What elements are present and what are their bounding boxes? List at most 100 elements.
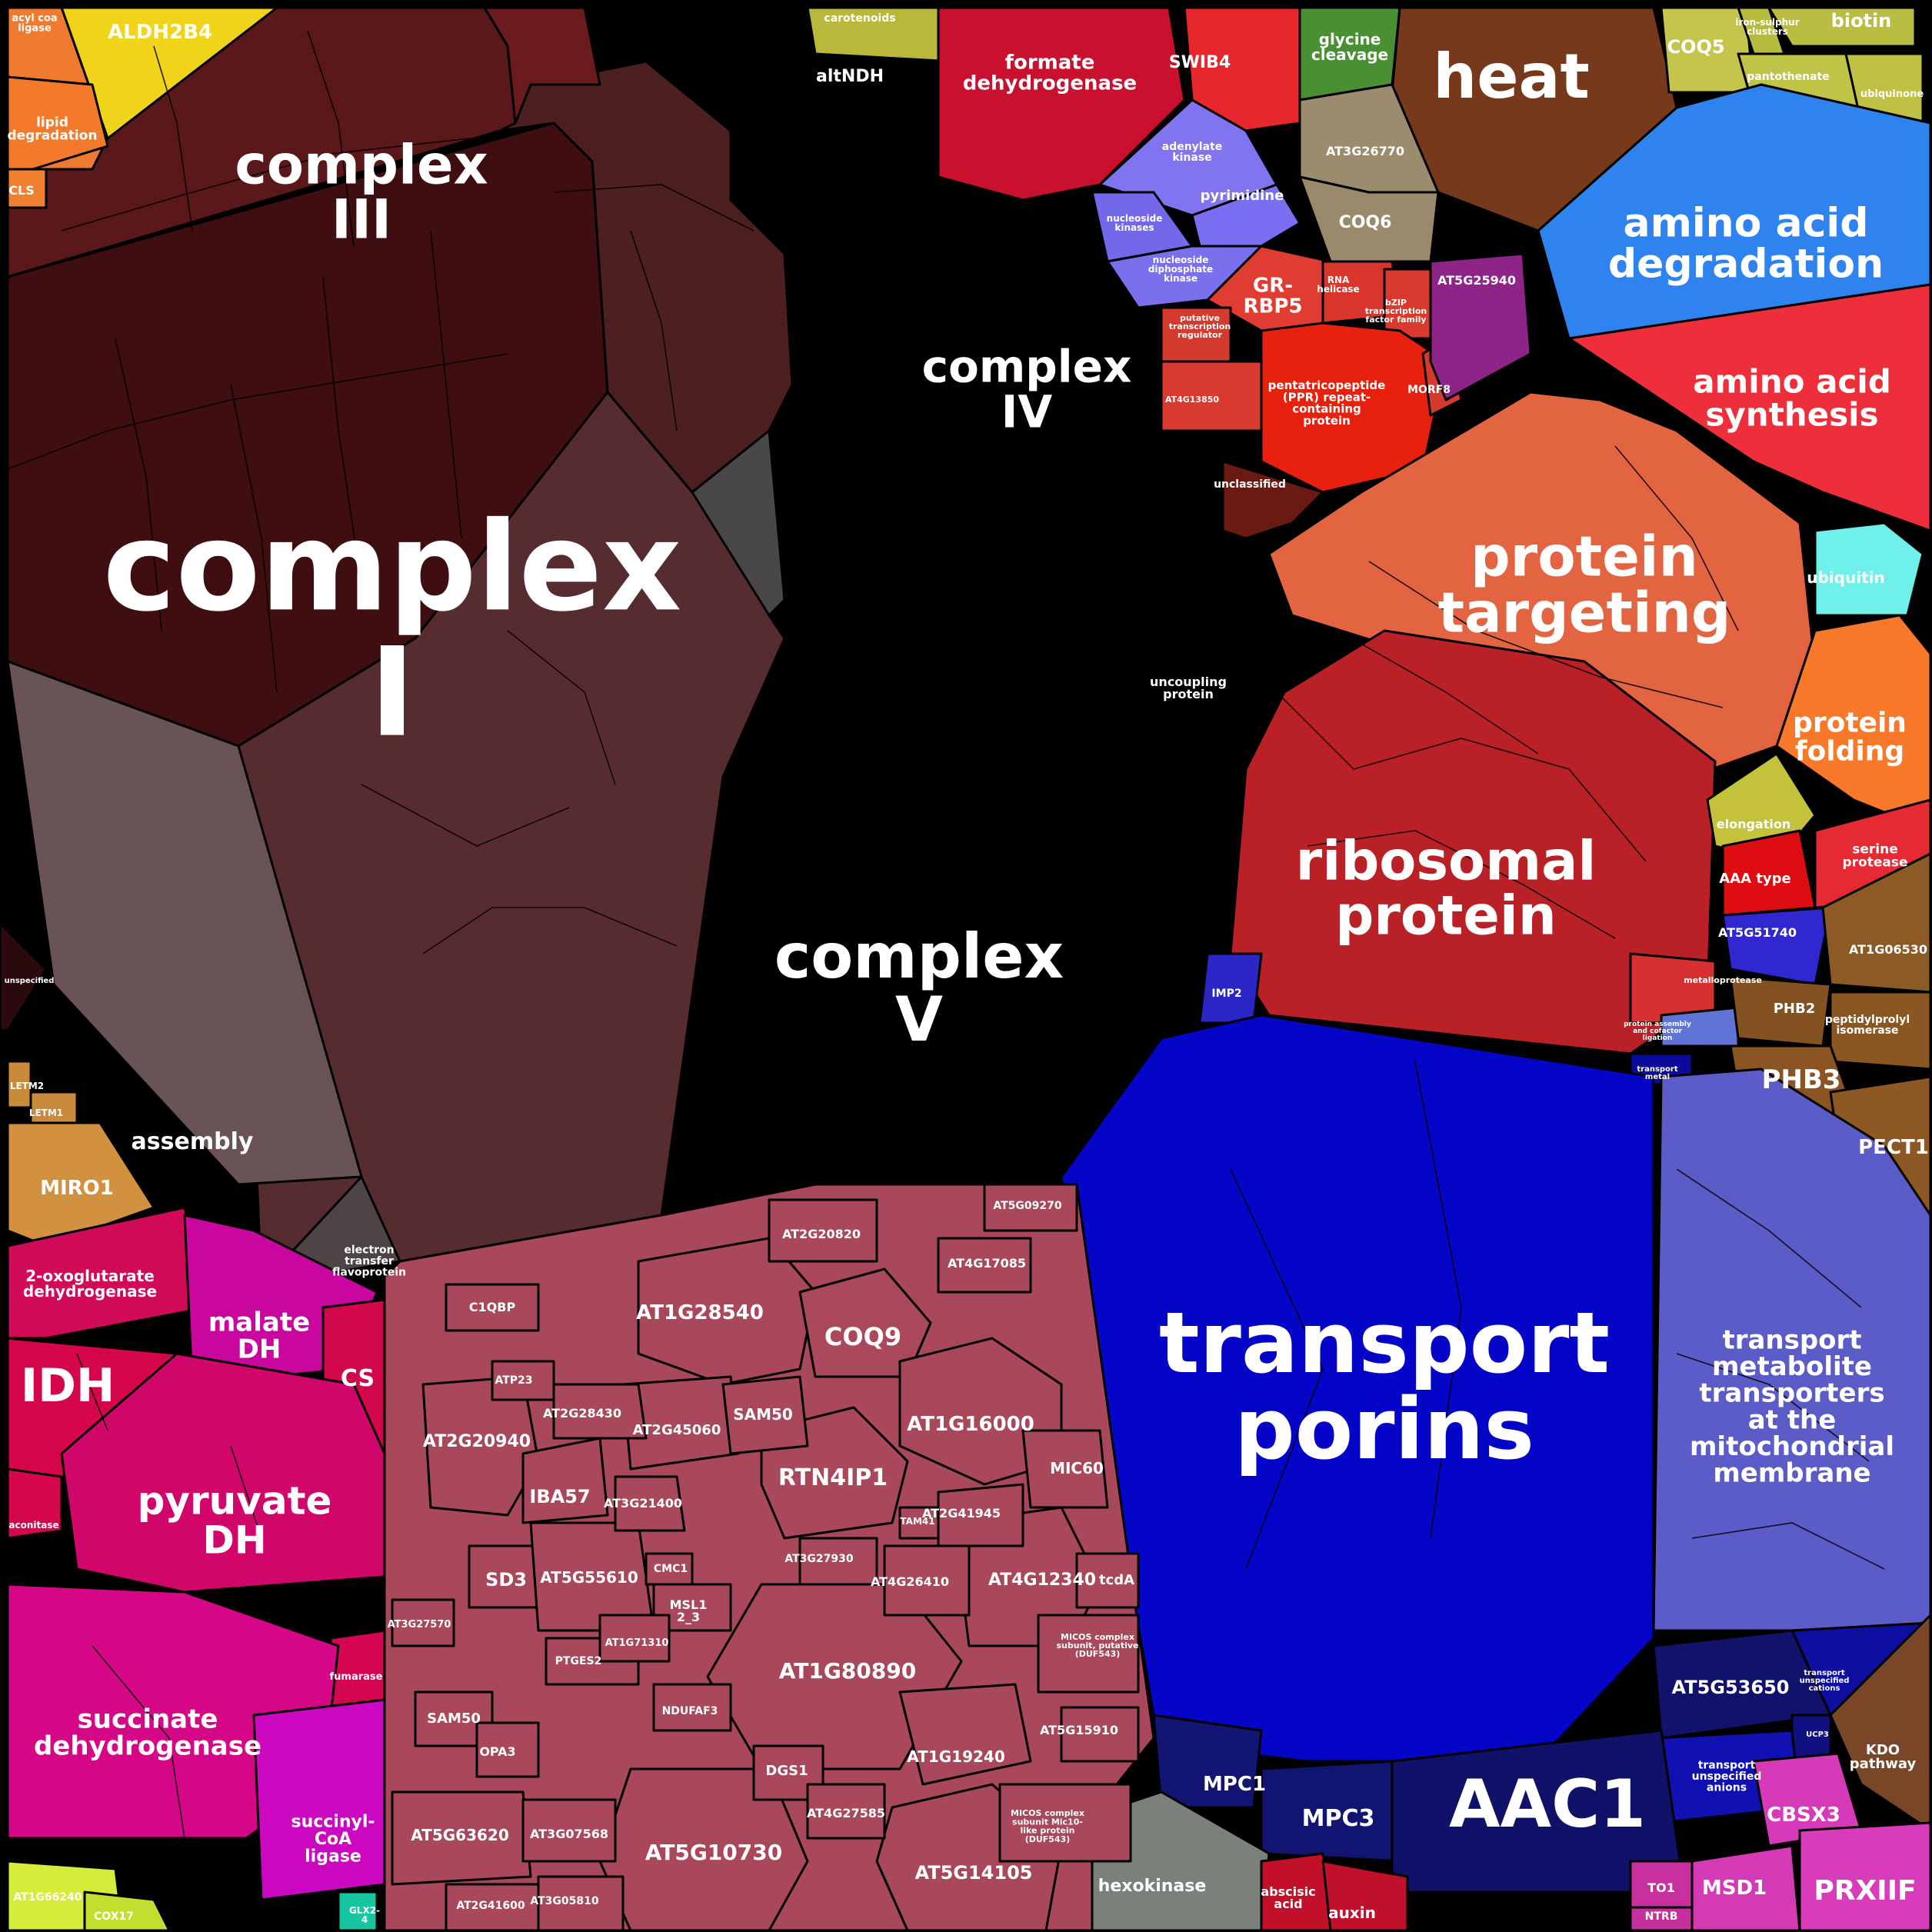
lipid-degradation-label-line: lipid <box>36 115 68 130</box>
at5g51740-label-line: AT5G51740 <box>1718 925 1797 940</box>
putative-transcription-regulator-label-line: transcription <box>1169 321 1231 331</box>
tcda-label: tcdA <box>1099 1572 1134 1588</box>
at5g15910-label: AT5G15910 <box>1040 1723 1118 1737</box>
at2g20940-label-line: AT2G20940 <box>423 1432 531 1451</box>
c1qbp-label: C1QBP <box>469 1300 516 1314</box>
biotin-label: biotin <box>1831 10 1892 32</box>
at5g63620-cell <box>391 1790 532 1886</box>
ubiquitin-label: ubiquitin <box>1807 568 1884 587</box>
to1-label-line: TO1 <box>1647 1880 1675 1895</box>
subdivision-line <box>61 138 470 232</box>
at3g27570-label: AT3G27570 <box>388 1619 451 1631</box>
subdivision-line <box>361 784 570 847</box>
acyl-coa-ligase-label-line: ligase <box>18 22 52 34</box>
at2g20940-label: AT2G20940 <box>423 1432 531 1451</box>
rna-helicase-label-line: helicase <box>1317 284 1359 295</box>
at2g41600-label: AT2G41600 <box>456 1900 525 1912</box>
sam50b-label: SAM50 <box>427 1710 481 1727</box>
glycine-cleavage-label-line: glycine <box>1319 29 1381 48</box>
subdivision-line <box>430 230 462 539</box>
ubiquinone-label: ubiquinone <box>1860 88 1924 100</box>
assembly-label-line: assembly <box>132 1128 254 1155</box>
at3g07568-cell <box>521 1798 617 1863</box>
micos-putative-label-line: (DUF543) <box>1075 1649 1121 1659</box>
subdivision-line <box>322 276 362 585</box>
transport-metabolite-transporters-label-line: transporters <box>1699 1377 1884 1408</box>
micos-like-label-line: (DUF543) <box>1025 1834 1071 1844</box>
sd3-label-line: SD3 <box>485 1569 527 1591</box>
2-oxoglutarate-dehydrogenase-label-line: dehydrogenase <box>23 1282 157 1301</box>
at1g16000-label: AT1G16000 <box>907 1413 1034 1436</box>
ucp3-label-line: UCP3 <box>1806 1730 1829 1739</box>
peptidylprolyl-isomerase-label: peptidylprolyl isomerase <box>1825 1014 1910 1037</box>
morf8-label: MORF8 <box>1407 384 1451 396</box>
transport-metabolite-transporters-label-line: mitochondrial <box>1690 1431 1894 1462</box>
transport-unspecified-anions-label-line: unspecified <box>1692 1770 1762 1783</box>
protein-folding-label-line: folding <box>1795 735 1904 767</box>
succinyl-coa-ligase-label-line: CoA <box>315 1830 351 1849</box>
at2g20820-cell <box>768 1198 878 1263</box>
hexokinase-label-line: hexokinase <box>1098 1877 1207 1896</box>
coq9-cell <box>798 1267 932 1378</box>
ucp3-label: UCP3 <box>1806 1730 1829 1739</box>
msl1-label: MSL1 2_3 <box>670 1597 708 1624</box>
at1g66240-label-line: AT1G66240 <box>13 1891 82 1904</box>
mpc1-label: MPC1 <box>1203 1773 1266 1796</box>
uncoupling-protein-label: uncoupling protein <box>1150 674 1227 701</box>
acyl-coa-ligase-label-line: acyl coa <box>12 12 57 24</box>
coq9-label: COQ9 <box>824 1322 901 1351</box>
at1g16000-label-line: AT1G16000 <box>907 1413 1034 1436</box>
carotenoids-label-line: carotenoids <box>824 12 895 25</box>
electron-transfer-flavoprotein-label-line: electron <box>344 1244 394 1257</box>
morf8-label-line: MORF8 <box>1407 384 1451 396</box>
kdo-pathway-label-line: pathway <box>1850 1756 1917 1772</box>
nucleoside-diphosphate-kinase-label-line: kinase <box>1164 273 1198 284</box>
elongation-label: elongation <box>1717 817 1790 831</box>
at4g27585-label-line: AT4G27585 <box>807 1806 885 1820</box>
subdivision-line <box>630 230 678 431</box>
bzip-transcription-factor-family-label-line: factor family <box>1365 315 1426 325</box>
electron-transfer-flavoprotein-label: electron transfer flavoprotein <box>332 1244 406 1279</box>
iron-sulfur-clusters-label: iron-sulphur clusters <box>1735 16 1799 36</box>
uncoupling-protein-cell <box>691 429 786 617</box>
adenylate-kinase-label-line: adenylate <box>1162 141 1223 153</box>
ptges2-label: PTGES2 <box>555 1655 602 1667</box>
coq6-label: COQ6 <box>1339 213 1392 232</box>
ubiquitin-cell <box>1814 521 1924 617</box>
aconitase-cell <box>6 1467 63 1540</box>
micos-putative-cell <box>1037 1614 1140 1694</box>
micos-putative-label-line: MICOS complex <box>1061 1632 1134 1642</box>
metalloprotease-label-line: metalloprotease <box>1684 975 1762 985</box>
mpc1-cell <box>1152 1714 1263 1809</box>
idh-label-line: IDH <box>21 1359 115 1413</box>
nucleoside-diphosphate-kinase-label: nucleoside diphosphate kinase <box>1148 254 1213 283</box>
formate-dehydrogenase-label: formate dehydrogenase <box>963 51 1137 95</box>
letm1-label-line: LETM1 <box>29 1108 63 1118</box>
aac1-label: AAC1 <box>1449 1766 1646 1843</box>
subdivision-line <box>76 1353 108 1431</box>
acyl-coa-ligase-label: acyl coa ligase <box>12 12 57 34</box>
at3g05810-label-line: AT3G05810 <box>530 1895 598 1907</box>
serine-protease-label-line: protease <box>1842 855 1907 871</box>
assembly-cell <box>6 660 363 1186</box>
complex-v-label-line: complex <box>774 921 1064 992</box>
glx2-label: GLX2-4 <box>349 1904 380 1924</box>
c1qbp-label-line: C1QBP <box>469 1300 516 1314</box>
miro1-label-line: MIRO1 <box>40 1177 114 1200</box>
ribosomal-protein-label-line: protein <box>1335 884 1557 948</box>
ribosomal-protein-label: ribosomal protein <box>1296 829 1597 947</box>
tam41-label: TAM41 <box>900 1516 934 1527</box>
amino-acid-degradation-label-line: amino acid <box>1624 200 1869 246</box>
cs-label: CS <box>341 1365 375 1392</box>
micos-like-label-line: subunit Mic10- <box>1012 1817 1083 1827</box>
cox17-label-line: COX17 <box>94 1910 134 1923</box>
protein-assembly-label: protein assembly and cofactor ligation <box>1624 1020 1691 1041</box>
sd3-label: SD3 <box>485 1569 527 1591</box>
sam50b-label-line: SAM50 <box>427 1710 481 1727</box>
succinyl-coa-ligase-label-line: ligase <box>305 1847 361 1866</box>
at2g45060-label-line: AT2G45060 <box>633 1422 721 1438</box>
abscisic-acid-label-line: acid <box>1274 1897 1302 1911</box>
ribosomal-protein-label-line: ribosomal <box>1296 829 1597 892</box>
at5g09270-label-line: AT5G09270 <box>993 1200 1061 1212</box>
